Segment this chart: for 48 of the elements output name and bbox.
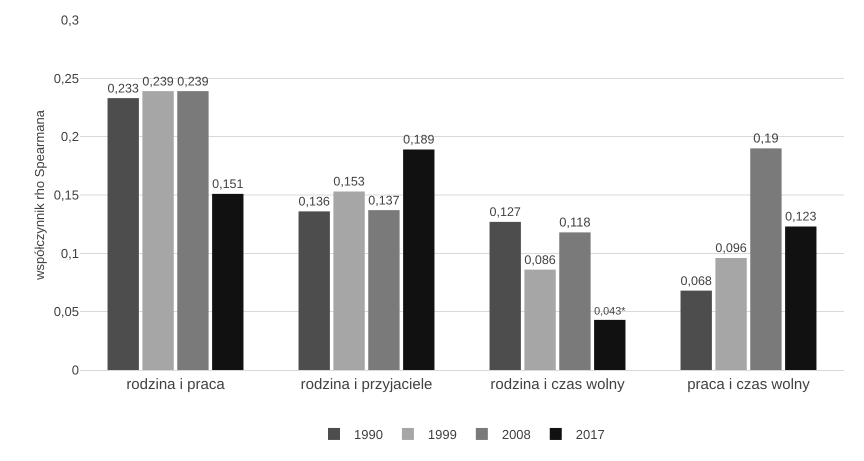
data-label: 0,239 — [142, 74, 174, 88]
data-label: 0,118 — [559, 214, 591, 230]
bar — [715, 258, 747, 370]
data-label: 0,043* — [594, 305, 626, 318]
y-tick-label: 0,2 — [60, 129, 79, 144]
bar — [490, 222, 521, 370]
y-tick-label: 0,3 — [60, 12, 79, 28]
x-tick-label: rodzina i czas wolny — [490, 376, 626, 393]
bar — [594, 320, 626, 370]
data-label: 0,123 — [785, 210, 816, 224]
data-label: 0,153 — [333, 174, 365, 189]
x-tick-label: rodzina i przyjaciele — [300, 376, 432, 393]
legend-label: 2008 — [502, 427, 531, 442]
data-label: 0,127 — [490, 204, 521, 219]
y-tick-label: 0,15 — [54, 188, 79, 203]
bar — [333, 192, 365, 370]
x-tick-label: praca i czas wolny — [687, 376, 810, 393]
bar — [298, 211, 330, 370]
data-label: 0,086 — [524, 252, 556, 267]
bar — [680, 290, 712, 370]
y-axis-title: współczynnik rho Spearmana — [32, 109, 47, 281]
data-label: 0,19 — [753, 130, 779, 146]
legend-label: 1990 — [354, 427, 383, 442]
bar — [108, 98, 139, 370]
y-tick-label: 0,1 — [60, 246, 79, 261]
bar — [559, 232, 591, 370]
y-tick-label: 0 — [72, 362, 79, 378]
data-label: 0,151 — [212, 176, 244, 191]
legend-label: 1999 — [428, 427, 457, 442]
data-label: 0,136 — [298, 194, 330, 208]
bar — [403, 150, 434, 370]
bar — [212, 194, 244, 370]
bar — [524, 270, 556, 370]
legend-label: 2017 — [576, 427, 605, 442]
data-label: 0,189 — [403, 132, 434, 147]
data-label: 0,233 — [108, 81, 139, 96]
bar — [142, 91, 174, 370]
bar — [785, 226, 816, 370]
y-tick-label: 0,25 — [54, 70, 79, 86]
data-label: 0,239 — [177, 74, 209, 88]
data-label: 0,068 — [680, 274, 712, 288]
x-tick-label: rodzina i praca — [126, 376, 226, 393]
data-label: 0,137 — [368, 193, 400, 208]
y-tick-label: 0,05 — [54, 304, 79, 320]
data-label: 0,096 — [715, 241, 747, 256]
bar — [177, 91, 209, 370]
bar — [750, 148, 782, 370]
bar — [368, 210, 400, 370]
